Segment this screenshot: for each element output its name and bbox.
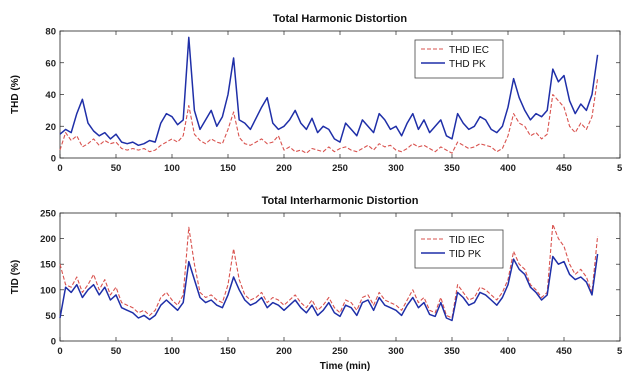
x-tick-label: 400: [500, 163, 516, 174]
x-tick-label: 100: [164, 163, 180, 174]
y-tick-label: 40: [45, 90, 56, 101]
x-tick-label: 50: [111, 346, 122, 357]
y-tick-label: 200: [40, 234, 56, 245]
x-tick-label: 250: [332, 346, 348, 357]
chart-panel-1: Total Harmonic Distortion THD (%) 0 20 40 60 8…: [10, 13, 623, 174]
x-tick-label: 300: [388, 163, 404, 174]
series-line-thd-iec: [59, 78, 599, 154]
legend-entry-label: THD PK: [449, 59, 486, 70]
x-tick-label: 350: [444, 163, 460, 174]
legend-box: [414, 229, 504, 269]
x-tick-label: 450: [556, 346, 572, 357]
series-line-tid-pk: [59, 253, 599, 322]
y-tick-label: 0: [51, 154, 56, 165]
x-tick-label: 150: [220, 346, 236, 357]
y-tick-label: 150: [40, 260, 56, 271]
x-tick-label: 5: [617, 346, 623, 357]
x-tick-label: 250: [332, 163, 348, 174]
legend-entry-label: TID PK: [449, 249, 482, 260]
series-line-thd-pk: [59, 36, 599, 147]
y-tick-label: 250: [40, 209, 56, 220]
x-tick-label: 400: [500, 346, 516, 357]
x-tick-label: 0: [57, 163, 62, 174]
x-tick-label: 350: [444, 346, 460, 357]
chart-title: Total Harmonic Distortion: [273, 13, 408, 25]
y-tick-label: 20: [45, 122, 56, 133]
y-axis-label: THD (%): [10, 75, 21, 114]
legend: THD IEC THD PK: [414, 39, 504, 79]
x-tick-label: 200: [276, 163, 292, 174]
y-tick-label: 0: [51, 337, 56, 348]
x-tick-label: 50: [111, 163, 122, 174]
y-axis-label: TID (%): [10, 260, 21, 294]
chart-panel-2: Total Interharmonic Distortion TID (%) Tim…: [10, 195, 623, 371]
legend-box: [414, 39, 504, 79]
plot-area: [59, 30, 621, 159]
x-tick-label: 150: [220, 163, 236, 174]
y-tick-label: 50: [45, 311, 56, 322]
legend: TID IEC TID PK: [414, 229, 504, 269]
legend-entry-label: THD IEC: [449, 45, 489, 56]
x-tick-label: 300: [388, 346, 404, 357]
x-tick-label: 0: [57, 346, 62, 357]
y-tick-label: 100: [40, 285, 56, 296]
plot-area: [59, 212, 621, 342]
series-line-tid-iec: [59, 223, 599, 319]
x-tick-label: 450: [556, 163, 572, 174]
x-tick-label: 100: [164, 346, 180, 357]
x-tick-label: 5: [617, 163, 623, 174]
legend-entry-label: TID IEC: [449, 235, 485, 246]
y-tick-label: 80: [45, 27, 56, 38]
chart-title: Total Interharmonic Distortion: [262, 195, 419, 207]
y-tick-label: 60: [45, 58, 56, 69]
x-axis-label: Time (min): [320, 361, 370, 371]
x-tick-label: 200: [276, 346, 292, 357]
